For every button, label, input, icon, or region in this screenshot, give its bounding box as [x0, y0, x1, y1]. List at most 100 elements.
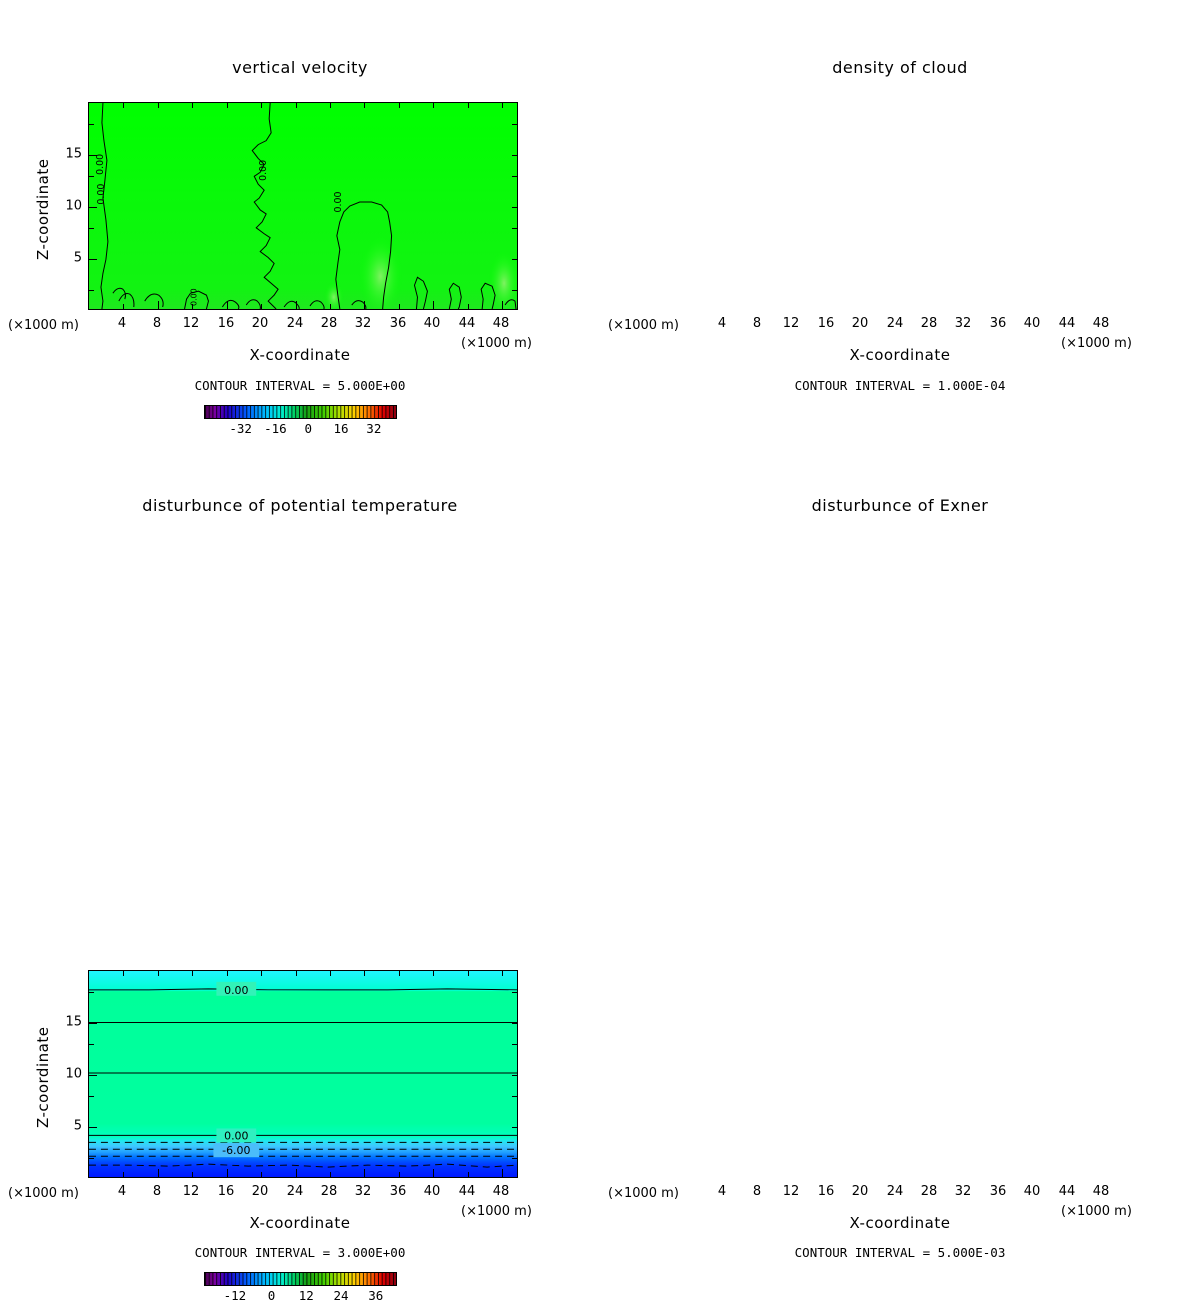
x-tick-label-24: 24 — [286, 316, 304, 331]
x-axis-title: X-coordinate — [249, 1214, 351, 1232]
colorbar-tick-n16: -16 — [264, 421, 287, 436]
x-tick-label-12: 12 — [182, 316, 200, 331]
x-unit-left: (×1000 m) — [608, 1186, 679, 1201]
x-tick-label-40: 40 — [423, 1184, 441, 1199]
contour-field-potential-temperature: 0.00 0.00 -6.00 — [89, 971, 517, 1177]
colorbar-tick-24: 24 — [333, 1288, 349, 1303]
panel-title: density of cloud — [832, 58, 968, 77]
contour-field-vertical-velocity: 0.00 0.00 0.00 0.00 0.00 — [89, 103, 517, 309]
colorbar-gradient — [205, 406, 396, 418]
x-tick-label-32: 32 — [354, 1184, 372, 1199]
x-tick-label-8: 8 — [752, 316, 762, 331]
x-tick-label-24: 24 — [886, 316, 904, 331]
x-tick-label-12: 12 — [782, 316, 800, 331]
x-tick-label-4: 4 — [117, 316, 127, 331]
x-tick-label-36: 36 — [389, 1184, 407, 1199]
x-tick-label-12: 12 — [782, 1184, 800, 1199]
x-tick-label-24: 24 — [886, 1184, 904, 1199]
x-tick-label-32: 32 — [954, 316, 972, 331]
panel-vertical-velocity: vertical velocity — [0, 0, 600, 436]
x-tick-label-20: 20 — [251, 316, 269, 331]
x-tick-label-48: 48 — [1092, 316, 1110, 331]
svg-text:0.00: 0.00 — [224, 1129, 248, 1142]
x-tick-label-36: 36 — [989, 1184, 1007, 1199]
x-tick-label-28: 28 — [920, 1184, 938, 1199]
svg-text:0.00: 0.00 — [189, 288, 198, 306]
x-tick-label-40: 40 — [1023, 316, 1041, 331]
x-tick-label-16: 16 — [817, 316, 835, 331]
x-tick-label-20: 20 — [851, 316, 869, 331]
y-axis-title: Z-coordinate — [34, 158, 52, 260]
colorbar[interactable] — [204, 1272, 397, 1286]
x-tick-label-44: 44 — [458, 1184, 476, 1199]
plot-area-potential-temperature: 0.00 0.00 -6.00 — [88, 970, 518, 1178]
colorbar-tick-n32: -32 — [229, 421, 252, 436]
svg-text:0.00: 0.00 — [96, 184, 107, 205]
y-tick-label-15: 15 — [65, 146, 82, 162]
colorbar-tick-12: 12 — [298, 1288, 314, 1303]
plot-area-vertical-velocity: 0.00 0.00 0.00 0.00 0.00 — [88, 102, 518, 310]
colorbar-ticklabels: -32 -16 0 16 32 — [204, 421, 397, 436]
y-tick-label-5: 5 — [73, 1118, 82, 1134]
colorbar-gradient — [205, 1273, 396, 1285]
x-tick-label-12: 12 — [182, 1184, 200, 1199]
x-tick-label-20: 20 — [251, 1184, 269, 1199]
x-tick-label-44: 44 — [1058, 1184, 1076, 1199]
x-tick-label-48: 48 — [492, 316, 510, 331]
x-unit-right: (×1000 m) — [461, 336, 532, 351]
x-tick-label-40: 40 — [423, 316, 441, 331]
svg-text:-6.00: -6.00 — [222, 1144, 250, 1157]
x-axis-title: X-coordinate — [249, 346, 351, 364]
x-tick-label-8: 8 — [152, 1184, 162, 1199]
colorbar-tick-0: 0 — [304, 421, 312, 436]
panel-disturbance-of-potential-temperature: disturbunce of potential temperature — [0, 434, 600, 1303]
contour-interval-caption: CONTOUR INTERVAL = 5.000E-03 — [794, 1245, 1006, 1260]
colorbar-tick-36: 36 — [368, 1288, 384, 1303]
y-tick-label-10: 10 — [65, 1066, 82, 1082]
x-tick-label-32: 32 — [954, 1184, 972, 1199]
panel-density-of-cloud: density of cloud — [600, 0, 1200, 434]
x-tick-label-4: 4 — [117, 1184, 127, 1199]
x-tick-label-36: 36 — [989, 316, 1007, 331]
x-unit-right: (×1000 m) — [1061, 336, 1132, 351]
x-axis-title: X-coordinate — [849, 346, 951, 364]
panel-disturbance-of-exner: disturbunce of Exner -0.01 -0.01 — [600, 434, 1200, 1260]
x-tick-label-16: 16 — [217, 316, 235, 331]
x-axis-title: X-coordinate — [849, 1214, 951, 1232]
x-tick-label-44: 44 — [458, 316, 476, 331]
x-tick-label-32: 32 — [354, 316, 372, 331]
contour-interval-caption: CONTOUR INTERVAL = 5.000E+00 — [194, 378, 406, 393]
contour-interval-caption: CONTOUR INTERVAL = 1.000E-04 — [794, 378, 1006, 393]
x-unit-left: (×1000 m) — [8, 318, 79, 333]
x-tick-label-28: 28 — [320, 1184, 338, 1199]
svg-text:0.00: 0.00 — [258, 160, 269, 181]
x-unit-left: (×1000 m) — [608, 318, 679, 333]
x-tick-label-4: 4 — [717, 1184, 727, 1199]
x-tick-label-28: 28 — [920, 316, 938, 331]
svg-text:0.00: 0.00 — [333, 192, 344, 213]
colorbar-tick-32: 32 — [366, 421, 382, 436]
x-unit-left: (×1000 m) — [8, 1186, 79, 1201]
x-tick-label-8: 8 — [752, 1184, 762, 1199]
panel-title: vertical velocity — [232, 58, 368, 77]
x-tick-label-40: 40 — [1023, 1184, 1041, 1199]
x-tick-label-24: 24 — [286, 1184, 304, 1199]
x-tick-label-28: 28 — [320, 316, 338, 331]
x-tick-label-8: 8 — [152, 316, 162, 331]
x-tick-label-36: 36 — [389, 316, 407, 331]
x-tick-label-4: 4 — [717, 316, 727, 331]
colorbar-ticklabels: -12 0 12 24 36 — [204, 1288, 397, 1303]
contour-interval-caption: CONTOUR INTERVAL = 3.000E+00 — [194, 1245, 406, 1260]
y-tick-label-5: 5 — [73, 250, 82, 266]
svg-text:0.00: 0.00 — [224, 984, 248, 997]
x-tick-label-20: 20 — [851, 1184, 869, 1199]
panel-title: disturbunce of Exner — [811, 496, 989, 515]
x-tick-label-16: 16 — [217, 1184, 235, 1199]
colorbar-tick-0: 0 — [267, 1288, 276, 1303]
x-tick-label-16: 16 — [817, 1184, 835, 1199]
panel-title: disturbunce of potential temperature — [142, 496, 458, 515]
y-tick-label-10: 10 — [65, 198, 82, 214]
colorbar[interactable] — [204, 405, 397, 419]
x-tick-label-44: 44 — [1058, 316, 1076, 331]
colorbar-tick-n12: -12 — [223, 1288, 247, 1303]
